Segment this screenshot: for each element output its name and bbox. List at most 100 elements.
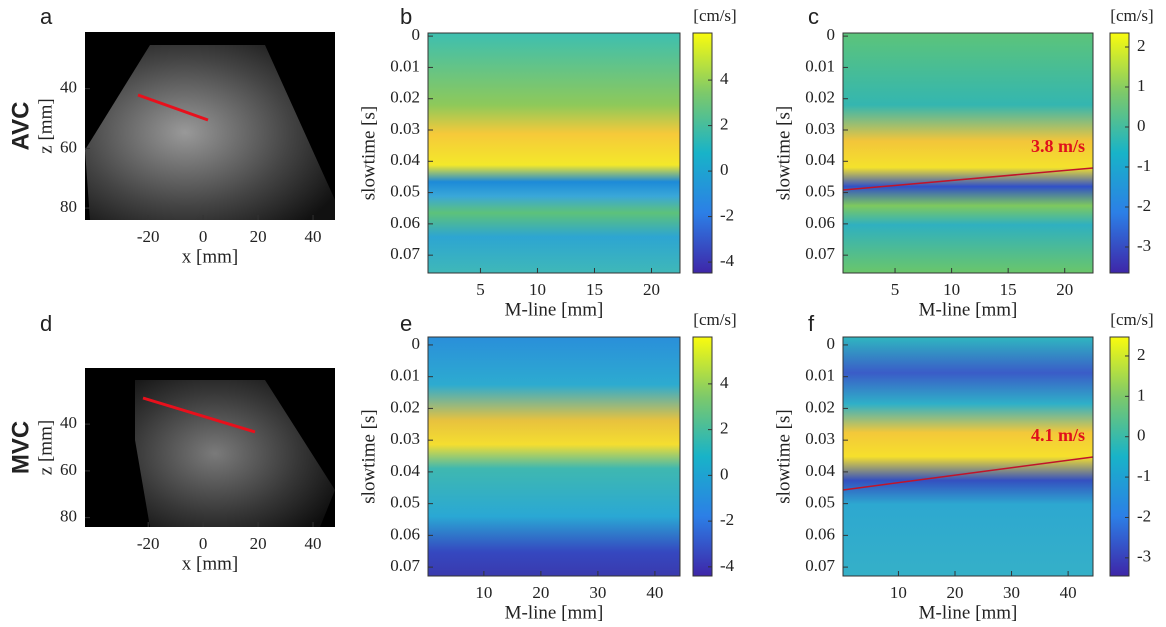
x-tick-label: 10 — [943, 280, 960, 299]
y-tick-label: 60 — [60, 460, 77, 479]
y-tick-label: 0.04 — [390, 461, 420, 480]
y-tick-label: 0.02 — [805, 397, 835, 416]
fit-line — [842, 456, 1094, 491]
panel-label: f — [808, 311, 815, 336]
colorbar — [692, 336, 713, 577]
x-tick-label: 40 — [1060, 583, 1077, 602]
y-tick-label: 0.07 — [805, 556, 835, 575]
x-tick-label: 40 — [305, 534, 322, 553]
plot-frame — [427, 336, 681, 577]
x-tick-label: 40 — [305, 227, 322, 246]
y-axis-label: slowtime [s] — [773, 106, 794, 200]
y-tick-label: 0.06 — [805, 213, 835, 232]
x-tick-label: 0 — [199, 534, 208, 553]
y-tick-label: 40 — [60, 413, 77, 432]
heatmap-image — [428, 33, 680, 273]
colorbar-tick-label: -2 — [1137, 196, 1151, 215]
x-axis-label: M-line [mm] — [505, 299, 604, 320]
x-tick-label: 20 — [643, 280, 660, 299]
colorbar-tick-label: -2 — [720, 510, 734, 529]
y-tick-label: 0 — [412, 25, 421, 44]
y-tick-label: 80 — [60, 507, 77, 526]
x-axis-label: x [mm] — [182, 553, 238, 574]
y-tick-label: 0 — [827, 334, 836, 353]
y-tick-label: 0.02 — [390, 88, 420, 107]
x-tick-label: 20 — [250, 534, 267, 553]
ultrasound-sector — [85, 45, 335, 220]
x-tick-label: 20 — [250, 227, 267, 246]
y-tick-label: 80 — [60, 197, 77, 216]
y-tick-label: 0.03 — [805, 429, 835, 448]
plot-frame — [842, 336, 1094, 577]
colorbar-tick-label: 4 — [720, 69, 729, 88]
heatmap-image — [843, 33, 1093, 273]
colorbar-tick-label: -4 — [720, 556, 735, 575]
colorbar-tick-label: 0 — [1137, 426, 1146, 445]
x-tick-label: 5 — [891, 280, 900, 299]
x-axis-label: M-line [mm] — [919, 299, 1018, 320]
heatmap-image — [428, 337, 680, 576]
y-axis-label: slowtime [s] — [358, 409, 379, 503]
y-tick-label: 0.01 — [390, 56, 420, 75]
x-tick-label: 10 — [475, 583, 492, 602]
colorbar-label: [cm/s] — [1110, 310, 1153, 329]
y-tick-label: 0.03 — [805, 119, 835, 138]
plot-frame — [427, 32, 681, 274]
y-tick-label: 0.05 — [390, 493, 420, 512]
x-tick-label: 20 — [946, 583, 963, 602]
x-tick-label: 0 — [199, 227, 208, 246]
colorbar — [1109, 336, 1130, 577]
x-tick-label: 15 — [586, 280, 603, 299]
panel-label: c — [808, 4, 819, 29]
fit-line — [842, 167, 1094, 191]
colorbar-tick-label: 0 — [1137, 116, 1146, 135]
row-label: MVC — [7, 421, 34, 474]
y-tick-label: 0.05 — [805, 181, 835, 200]
y-tick-label: 0.03 — [390, 119, 420, 138]
y-tick-label: 0.06 — [805, 524, 835, 543]
x-tick-label: -20 — [137, 534, 160, 553]
colorbar-tick-label: 0 — [720, 160, 729, 179]
colorbar-tick-label: 2 — [720, 419, 729, 438]
colorbar-tick-label: 2 — [1137, 345, 1146, 364]
x-axis-label: M-line [mm] — [505, 602, 604, 623]
colorbar-tick-label: -1 — [1137, 156, 1151, 175]
x-tick-label: -20 — [137, 227, 160, 246]
x-axis-label: M-line [mm] — [919, 602, 1018, 623]
colorbar-tick-label: -3 — [1137, 236, 1151, 255]
colorbar — [1109, 32, 1130, 274]
x-tick-label: 20 — [1056, 280, 1073, 299]
y-tick-label: 0.04 — [805, 461, 835, 480]
panel-label: a — [40, 4, 53, 29]
colorbar-tick-label: 4 — [720, 373, 729, 392]
plot-frame — [842, 32, 1094, 274]
panel-label: b — [400, 4, 412, 29]
y-tick-label: 0.05 — [390, 181, 420, 200]
annotation: 4.1 m/s — [1031, 425, 1085, 445]
heatmap-image — [843, 337, 1093, 576]
y-tick-label: 0.07 — [390, 556, 420, 575]
x-tick-label: 40 — [646, 583, 663, 602]
ultrasound-sector — [135, 380, 335, 527]
mline — [137, 93, 209, 122]
colorbar-tick-label: -1 — [1137, 466, 1151, 485]
x-tick-label: 10 — [529, 280, 546, 299]
colorbar-label: [cm/s] — [693, 310, 736, 329]
colorbar — [692, 32, 713, 274]
y-tick-label: 0.06 — [390, 213, 420, 232]
y-tick-label: 0.06 — [390, 524, 420, 543]
colorbar-label: [cm/s] — [693, 6, 736, 25]
y-axis-label: z [mm] — [35, 98, 56, 153]
y-tick-label: 0.07 — [390, 244, 420, 263]
y-tick-label: 0 — [412, 334, 421, 353]
colorbar-tick-label: 0 — [720, 464, 729, 483]
y-tick-label: 0.03 — [390, 429, 420, 448]
y-tick-label: 0.01 — [805, 366, 835, 385]
y-tick-label: 60 — [60, 137, 77, 156]
x-tick-label: 30 — [1003, 583, 1020, 602]
y-tick-label: 0.04 — [390, 150, 420, 169]
x-tick-label: 10 — [890, 583, 907, 602]
x-tick-label: 30 — [589, 583, 606, 602]
y-tick-label: 0.02 — [390, 397, 420, 416]
y-tick-label: 0.02 — [805, 88, 835, 107]
